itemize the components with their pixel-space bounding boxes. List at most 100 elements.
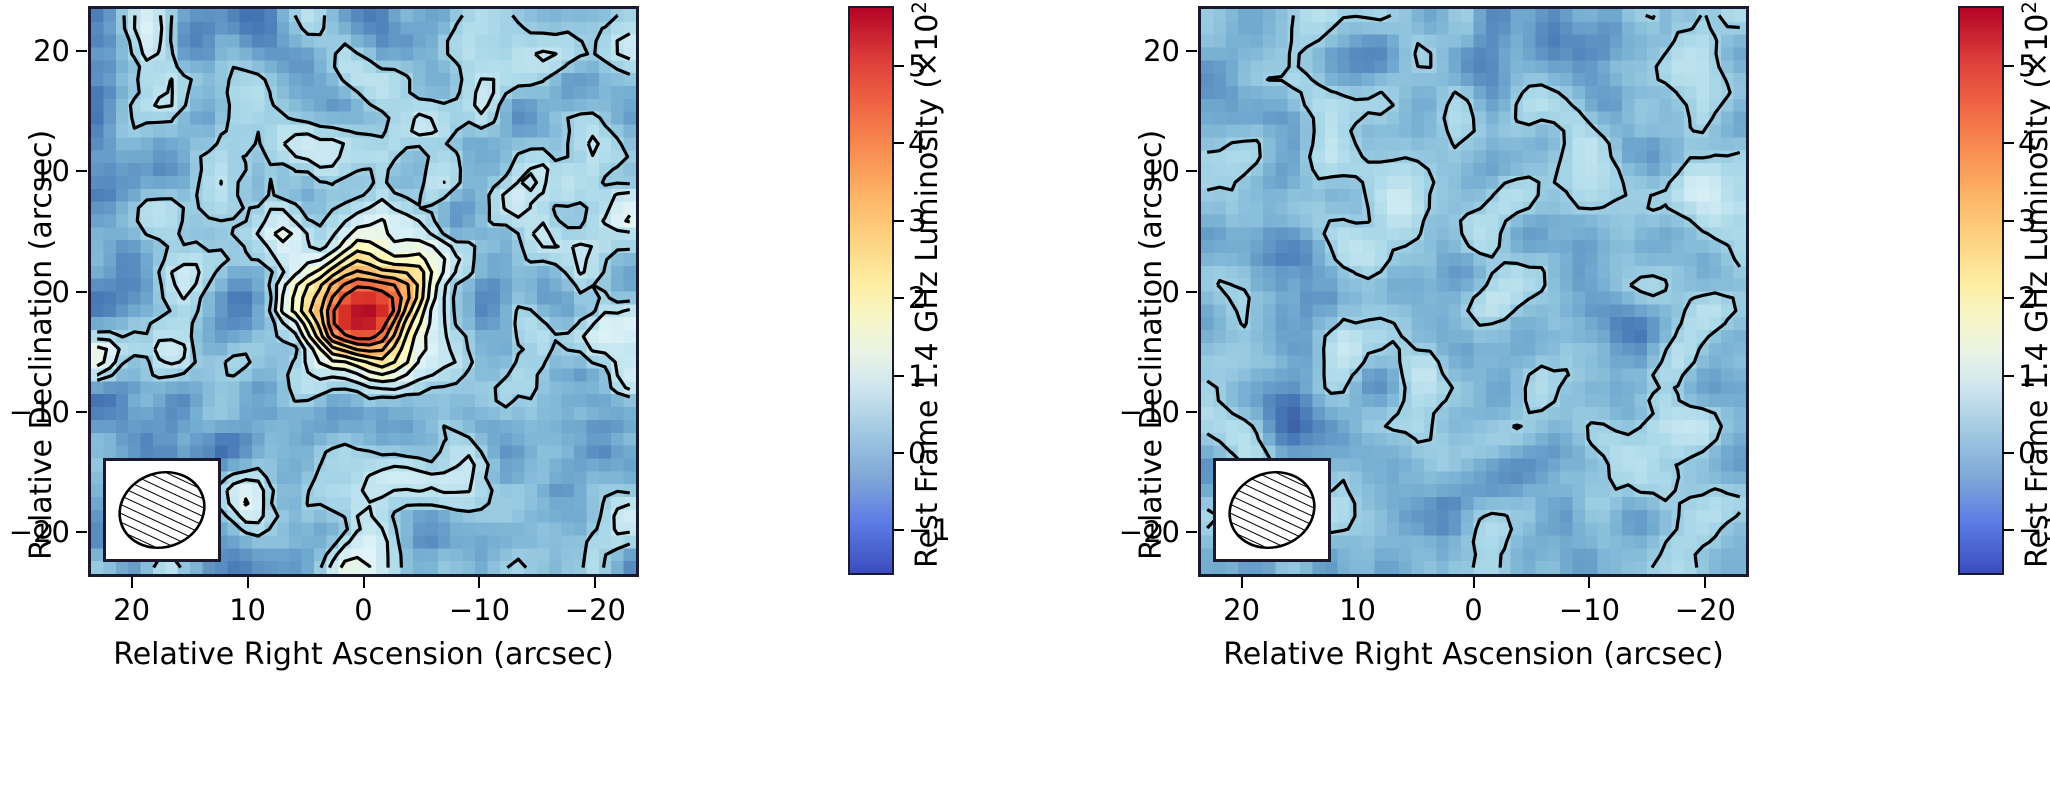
colorbar-tick-label: −1 xyxy=(908,513,951,548)
colorbar-tick-label: 4 xyxy=(908,126,927,161)
x-tick xyxy=(1472,577,1475,588)
contour-line xyxy=(1585,291,1738,503)
y-tick-label: 20 xyxy=(1143,34,1180,69)
colorbar-tick xyxy=(2003,297,2014,300)
contour-line xyxy=(1322,316,1455,444)
contour-line xyxy=(1513,83,1628,211)
contour-line xyxy=(1471,511,1514,568)
x-tick-label: 10 xyxy=(229,593,266,627)
colorbar-tick-label: 5 xyxy=(2018,49,2037,84)
x-tick xyxy=(1356,577,1359,588)
colorbar-tick-label: 1 xyxy=(908,358,927,393)
contour-line xyxy=(624,214,632,224)
colorbar-off-source xyxy=(1958,6,2004,575)
contour-line xyxy=(534,49,558,63)
colorbar-tick-label: 0 xyxy=(908,436,927,471)
colorbar-tick xyxy=(893,374,904,377)
colorbar-tick xyxy=(2003,529,2014,532)
x-tick xyxy=(1240,577,1243,588)
contour-line xyxy=(290,238,434,377)
contour-line xyxy=(225,478,266,525)
contour-line xyxy=(1215,278,1251,329)
y-tick xyxy=(1186,290,1197,293)
colorbar-tick-label: 2 xyxy=(908,281,927,316)
contour-line xyxy=(615,32,631,61)
contour-line xyxy=(410,112,438,137)
contour-line xyxy=(1442,90,1476,150)
contour-line xyxy=(1458,175,1541,259)
y-tick xyxy=(76,170,87,173)
colorbar-tick-label: 3 xyxy=(2018,203,2037,238)
y-tick xyxy=(1186,170,1197,173)
contour-line xyxy=(1645,13,1656,20)
plot-panel-deep2-galaxies xyxy=(88,6,639,577)
x-tick-label: 10 xyxy=(1339,593,1376,627)
colorbar-title-prefix: Rest Frame 1.4 GHz Luminosity (×10 xyxy=(2020,13,2050,568)
y-tick xyxy=(76,410,87,413)
y-tick-label: 10 xyxy=(33,154,70,189)
contour-line xyxy=(219,179,223,186)
y-axis-label-deep2-galaxies: Relative Declination (arcsec) xyxy=(24,129,59,560)
x-tick-label: −10 xyxy=(448,593,511,627)
contour-line xyxy=(520,172,539,193)
y-tick-label: 20 xyxy=(33,34,70,69)
colorbar-tick-label: −1 xyxy=(2018,513,2050,548)
plot-panel-off-source xyxy=(1198,6,1749,577)
contour-overlay-deep2-galaxies xyxy=(95,13,632,569)
contour-line xyxy=(332,285,396,341)
x-tick-label: 20 xyxy=(1223,593,1261,627)
x-tick-label: −10 xyxy=(1558,593,1621,627)
contour-line xyxy=(601,542,631,568)
colorbar-tick xyxy=(893,65,904,68)
contour-line xyxy=(612,502,631,536)
y-tick xyxy=(1186,530,1197,533)
contour-line xyxy=(308,259,419,361)
contour-line xyxy=(601,190,631,234)
x-tick-label: 0 xyxy=(354,593,373,627)
contour-line xyxy=(153,77,174,109)
colorbar-tick-label: 0 xyxy=(2018,436,2037,471)
contour-line xyxy=(1717,14,1740,30)
contour-line xyxy=(551,201,589,230)
y-tick xyxy=(76,50,87,53)
contour-line xyxy=(255,197,462,392)
y-tick xyxy=(76,290,87,293)
colorbar-tick xyxy=(893,297,904,300)
x-tick-label: −20 xyxy=(1674,593,1737,627)
colorbar-tick xyxy=(2003,374,2014,377)
colorbar-title-exponent-22: 22 xyxy=(908,0,931,14)
contour-line xyxy=(169,262,201,301)
beam-ellipse-off-source xyxy=(1228,470,1316,550)
colorbar-tick xyxy=(893,452,904,455)
contour-line xyxy=(299,249,426,369)
colorbar-tick-label: 1 xyxy=(2018,358,2037,393)
beam-box-deep2-galaxies xyxy=(103,458,221,562)
contour-line xyxy=(95,337,121,377)
colorbar-tick xyxy=(2003,65,2014,68)
contour-line xyxy=(122,15,193,130)
x-tick xyxy=(130,577,133,588)
x-tick xyxy=(1704,577,1707,588)
colorbar-title-exponent-22: 22 xyxy=(2018,0,2041,14)
contour-overlay-off-source xyxy=(1206,13,1742,569)
contour-line xyxy=(501,163,550,219)
y-tick xyxy=(76,530,87,533)
contour-line xyxy=(360,454,476,504)
contour-line xyxy=(1265,13,1436,281)
contour-line xyxy=(1511,423,1523,431)
contour-line xyxy=(487,111,631,409)
contour-line xyxy=(132,15,164,62)
colorbar-title-off-source: Rest Frame 1.4 GHz Luminosity (×1022 W H… xyxy=(2018,0,2050,568)
contour-line xyxy=(1413,41,1433,70)
contour-line xyxy=(243,497,250,507)
contour-line xyxy=(1654,14,1732,135)
contour-line xyxy=(195,14,590,403)
contour-line xyxy=(1693,511,1742,568)
contour-line xyxy=(593,13,631,76)
contour-line xyxy=(273,226,294,244)
x-tick xyxy=(594,577,597,588)
y-tick xyxy=(1186,410,1197,413)
x-tick xyxy=(478,577,481,588)
